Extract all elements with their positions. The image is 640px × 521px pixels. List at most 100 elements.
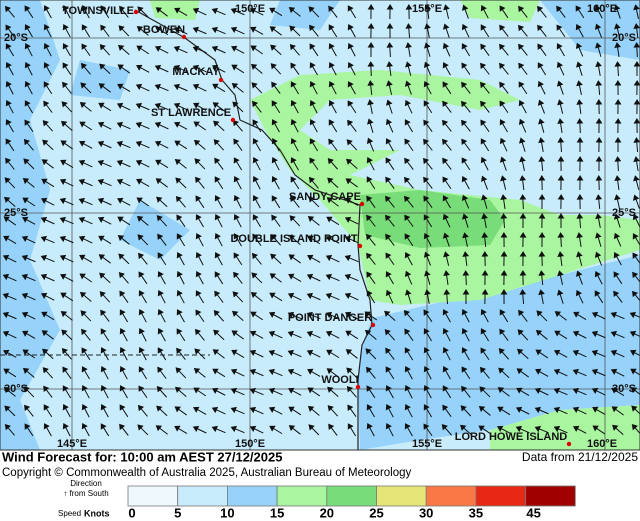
- wind-arrow: [24, 24, 33, 38]
- wind-arrow: [537, 62, 547, 76]
- wind-arrow: [345, 178, 358, 188]
- wind-arrow: [62, 4, 71, 19]
- wind-arrow: [366, 156, 375, 171]
- wind-arrow: [192, 26, 207, 35]
- wind-arrow: [537, 24, 547, 37]
- wind-arrow: [366, 404, 375, 418]
- wind-arrow: [249, 387, 264, 396]
- wind-arrow: [424, 42, 431, 57]
- legend-bin-label: 25: [369, 505, 383, 520]
- wind-arrow: [516, 368, 529, 378]
- wind-arrow: [386, 23, 394, 39]
- wind-arrow: [595, 118, 603, 134]
- wind-arrow: [119, 385, 128, 399]
- wind-arrow: [442, 309, 451, 323]
- wind-arrow: [519, 232, 527, 248]
- wind-arrow: [575, 289, 584, 304]
- wind-arrow: [347, 423, 357, 437]
- wind-arrow: [5, 157, 15, 170]
- wind-arrow: [79, 102, 92, 112]
- wind-arrow: [344, 254, 359, 263]
- wind-arrow: [271, 119, 280, 133]
- wind-arrow: [98, 235, 112, 245]
- data-date: Data from 21/12/2025: [522, 450, 638, 464]
- wind-arrow: [41, 159, 54, 169]
- wind-arrow: [328, 43, 337, 57]
- wind-arrow: [499, 137, 508, 152]
- wind-arrow: [575, 270, 583, 285]
- place-label: SANDY CAPE: [289, 191, 361, 203]
- wind-arrow: [251, 252, 262, 265]
- wind-arrow: [174, 425, 188, 434]
- wind-arrow: [157, 366, 167, 379]
- lat-label: 25°S: [612, 207, 636, 219]
- wind-arrow: [214, 213, 223, 228]
- wind-arrow: [212, 349, 225, 359]
- wind-arrow: [269, 7, 283, 17]
- wind-arrow: [61, 329, 73, 341]
- wind-arrow: [118, 253, 130, 265]
- wind-arrow: [385, 385, 394, 399]
- wind-arrow: [252, 195, 261, 209]
- wind-arrow: [480, 100, 490, 113]
- wind-arrow: [137, 424, 149, 436]
- wind-arrow: [22, 349, 36, 359]
- wind-arrow: [443, 4, 450, 19]
- wind-arrow: [309, 80, 318, 95]
- wind-arrow: [572, 406, 587, 415]
- wind-arrow: [538, 213, 546, 229]
- wind-arrow: [41, 311, 55, 321]
- wind-arrow: [519, 194, 527, 210]
- wind-arrow: [214, 232, 223, 247]
- wind-arrow: [500, 175, 507, 190]
- wind-arrow: [43, 81, 53, 95]
- wind-arrow: [233, 176, 242, 190]
- wind-arrow: [538, 194, 546, 210]
- wind-arrow: [404, 157, 414, 170]
- wind-arrow: [5, 62, 14, 76]
- wind-arrow: [212, 83, 226, 93]
- wind-arrow: [40, 216, 55, 225]
- wind-arrow: [442, 366, 451, 380]
- wind-arrow: [232, 101, 244, 113]
- wind-arrow: [43, 42, 52, 57]
- wind-arrow: [252, 138, 261, 152]
- wind-arrow: [538, 156, 546, 172]
- wind-arrow: [307, 254, 321, 263]
- wind-arrow: [386, 61, 394, 77]
- wind-arrow: [119, 290, 129, 303]
- wind-arrow: [193, 406, 207, 415]
- lat-label: 30°S: [612, 383, 636, 395]
- wind-arrow: [325, 235, 340, 244]
- wind-arrow: [287, 292, 302, 301]
- wind-arrow: [176, 289, 185, 304]
- wind-arrow: [2, 254, 17, 263]
- wind-arrow: [60, 292, 74, 302]
- wind-arrow: [633, 80, 640, 96]
- wind-arrow: [385, 138, 394, 152]
- wind-arrow: [575, 42, 584, 57]
- wind-arrow: [116, 159, 131, 168]
- wind-arrow: [117, 235, 130, 245]
- wind-arrow: [385, 366, 395, 380]
- wind-arrow: [231, 349, 245, 358]
- wind-arrow: [156, 386, 168, 398]
- wind-arrow: [405, 42, 412, 57]
- wind-arrow: [535, 349, 549, 359]
- wind-arrow: [99, 63, 111, 75]
- wind-arrow: [423, 157, 433, 170]
- wind-arrow: [43, 62, 52, 76]
- wind-arrow: [97, 159, 112, 168]
- wind-arrow: [268, 368, 283, 377]
- wind-arrow: [538, 270, 546, 286]
- wind-arrow: [366, 137, 375, 152]
- wind-arrow: [519, 137, 526, 152]
- wind-arrow: [442, 346, 451, 361]
- wind-arrow: [175, 177, 187, 189]
- wind-arrow: [250, 45, 264, 55]
- wind-arrow: [347, 404, 357, 417]
- wind-arrow: [572, 425, 587, 434]
- wind-arrow: [633, 23, 640, 39]
- wind-arrow: [630, 387, 640, 395]
- wind-arrow: [537, 5, 547, 18]
